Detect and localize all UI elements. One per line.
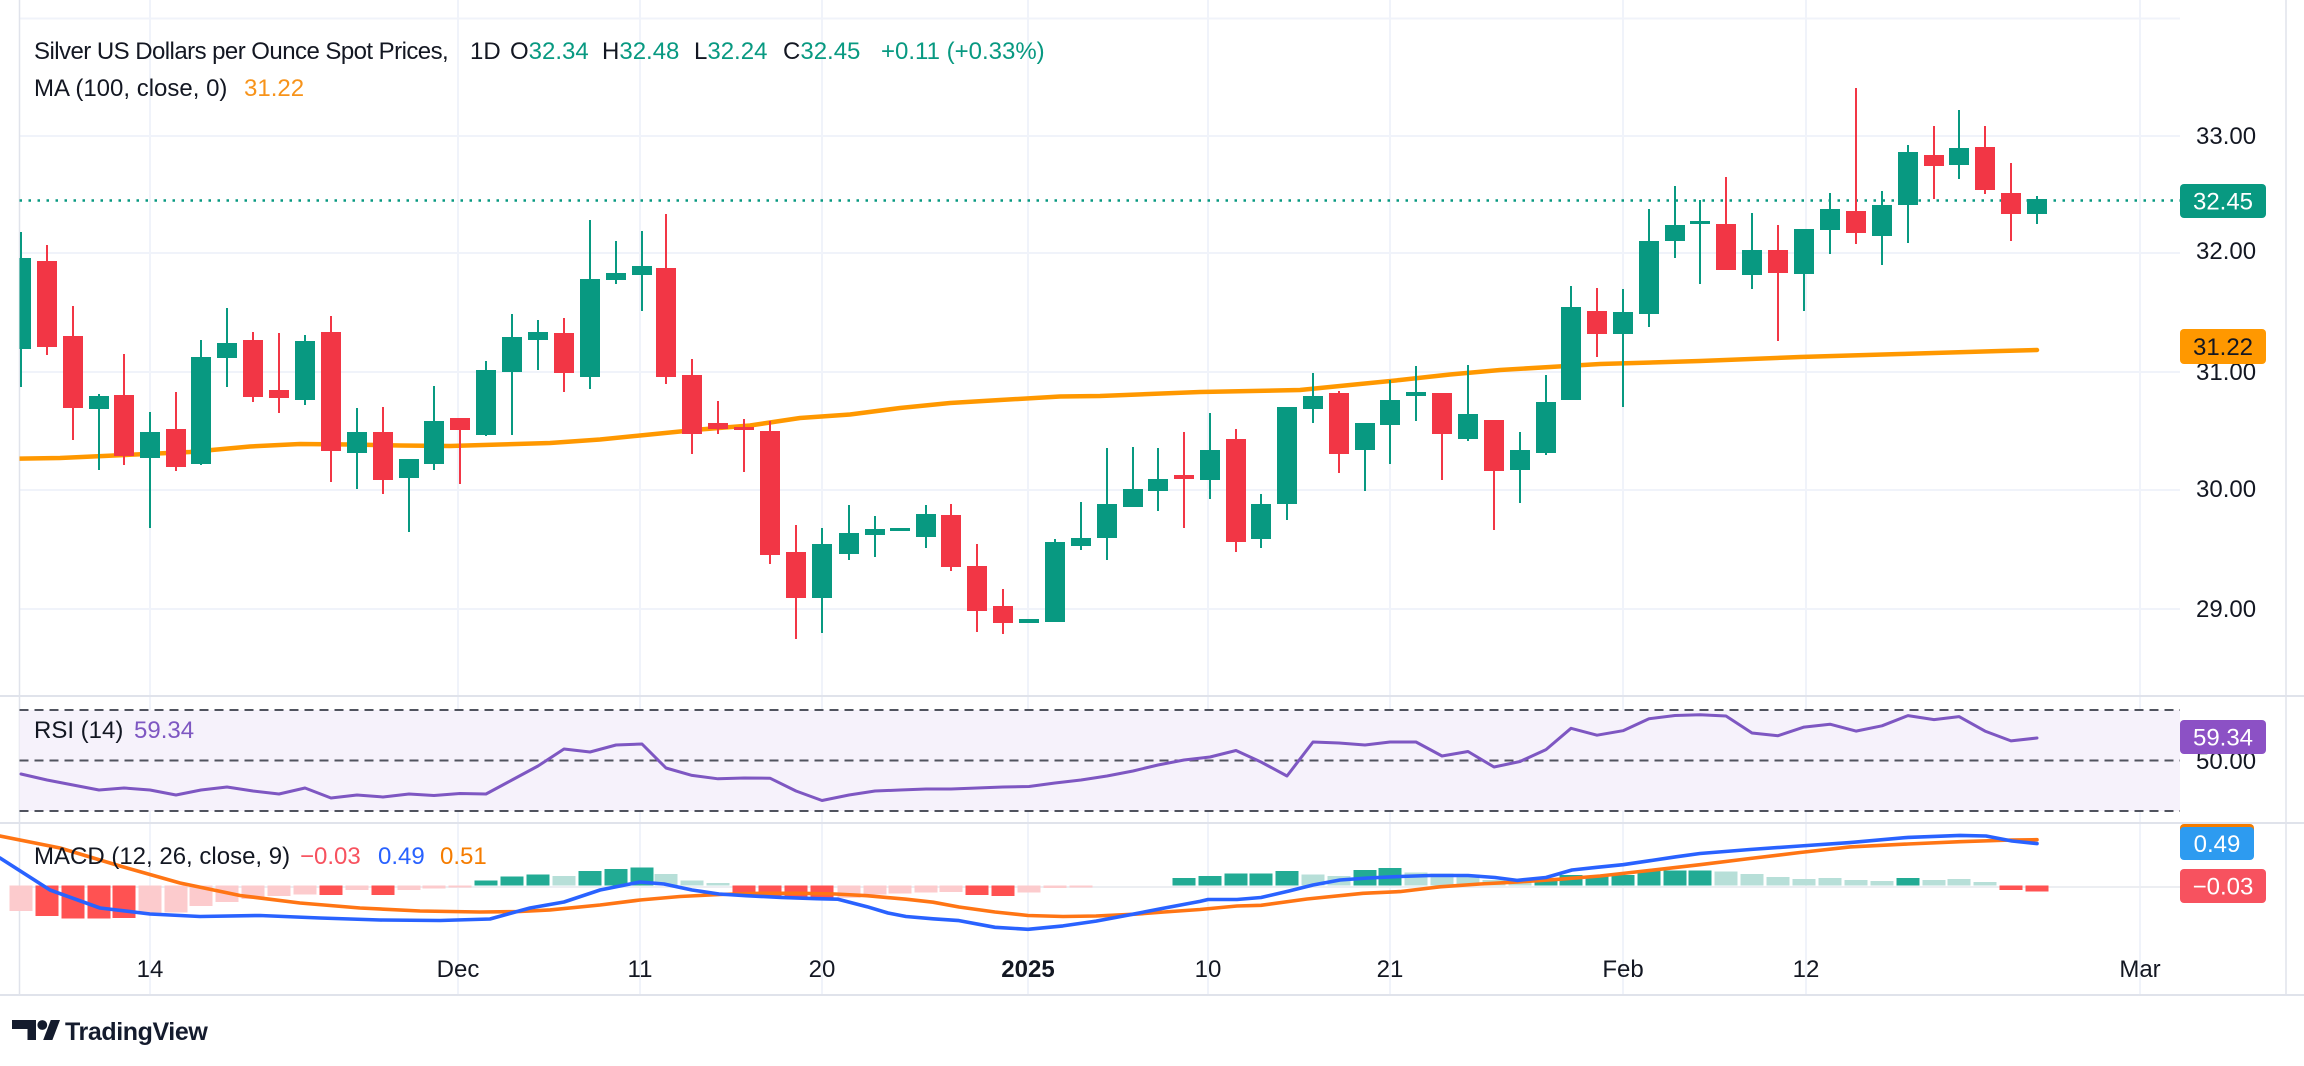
- svg-text:C32.45: C32.45: [783, 38, 860, 65]
- svg-text:31.22: 31.22: [244, 75, 304, 102]
- svg-text:32.45: 32.45: [2193, 189, 2253, 216]
- svg-text:−0.03: −0.03: [300, 843, 361, 870]
- svg-text:14: 14: [137, 956, 164, 983]
- svg-text:59.34: 59.34: [134, 717, 194, 744]
- svg-text:0.49: 0.49: [2194, 831, 2241, 858]
- svg-text:30.00: 30.00: [2196, 476, 2256, 503]
- svg-text:MACD (12, 26, close, 9): MACD (12, 26, close, 9): [34, 843, 290, 870]
- svg-text:0.49: 0.49: [378, 843, 425, 870]
- svg-text:Silver US Dollars per Ounce Sp: Silver US Dollars per Ounce Spot Prices,: [34, 38, 448, 65]
- svg-text:0.51: 0.51: [440, 843, 487, 870]
- svg-text:1D: 1D: [470, 38, 501, 65]
- svg-text:11: 11: [628, 956, 653, 983]
- svg-text:−0.03: −0.03: [2193, 874, 2254, 901]
- svg-text:Feb: Feb: [1602, 956, 1643, 983]
- svg-text:TradingView: TradingView: [65, 1018, 208, 1046]
- svg-text:59.34: 59.34: [2193, 725, 2253, 752]
- svg-text:H32.48: H32.48: [602, 38, 679, 65]
- svg-text:31.22: 31.22: [2193, 334, 2253, 361]
- svg-text:21: 21: [1377, 956, 1404, 983]
- svg-text:L32.24: L32.24: [694, 38, 767, 65]
- svg-text:MA (100, close, 0): MA (100, close, 0): [34, 75, 227, 102]
- svg-text:+0.11 (+0.33%): +0.11 (+0.33%): [881, 38, 1045, 65]
- svg-text:32.00: 32.00: [2196, 238, 2256, 265]
- svg-text:29.00: 29.00: [2196, 596, 2256, 623]
- svg-text:Mar: Mar: [2119, 956, 2160, 983]
- svg-text:Dec: Dec: [437, 956, 480, 983]
- svg-text:RSI (14): RSI (14): [34, 717, 123, 744]
- svg-text:12: 12: [1793, 956, 1820, 983]
- svg-text:10: 10: [1195, 956, 1222, 983]
- svg-text:33.00: 33.00: [2196, 123, 2256, 150]
- svg-text:20: 20: [809, 956, 836, 983]
- svg-text:O32.34: O32.34: [510, 38, 589, 65]
- svg-text:2025: 2025: [1001, 956, 1054, 983]
